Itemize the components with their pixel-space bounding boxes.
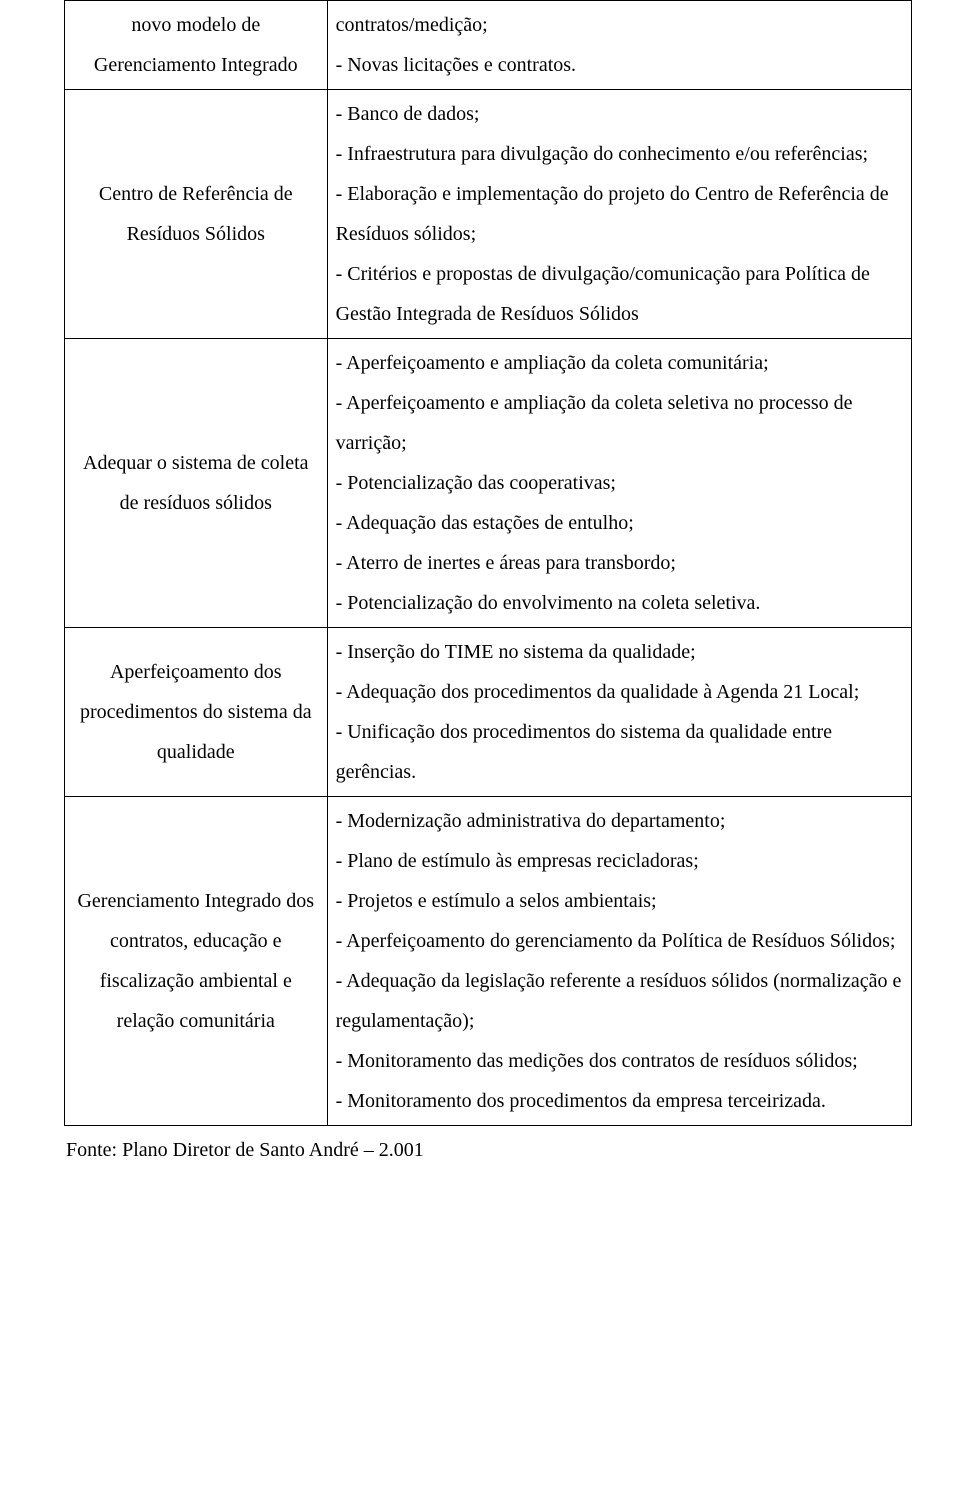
table-row: Centro de Referência de Resíduos Sólidos… [65,90,912,339]
row-content: - Inserção do TIME no sistema da qualida… [327,628,911,797]
row-content: - Aperfeiçoamento e ampliação da coleta … [327,339,911,628]
source-caption: Fonte: Plano Diretor de Santo André – 2.… [64,1130,912,1170]
table-row: Gerenciamento Integrado dos contratos, e… [65,797,912,1126]
row-label: Adequar o sistema de coleta de resíduos … [65,339,328,628]
table-body: novo modelo de Gerenciamento Integrado c… [65,1,912,1126]
row-label: Aperfeiçoamento dos procedimentos do sis… [65,628,328,797]
row-content: - Banco de dados;- Infraestrutura para d… [327,90,911,339]
row-label: novo modelo de Gerenciamento Integrado [65,1,328,90]
table-row: Adequar o sistema de coleta de resíduos … [65,339,912,628]
row-label: Centro de Referência de Resíduos Sólidos [65,90,328,339]
row-content: contratos/medição;- Novas licitações e c… [327,1,911,90]
table-row: Aperfeiçoamento dos procedimentos do sis… [65,628,912,797]
table-row: novo modelo de Gerenciamento Integrado c… [65,1,912,90]
row-content: - Modernização administrativa do departa… [327,797,911,1126]
row-label: Gerenciamento Integrado dos contratos, e… [65,797,328,1126]
content-table: novo modelo de Gerenciamento Integrado c… [64,0,912,1126]
